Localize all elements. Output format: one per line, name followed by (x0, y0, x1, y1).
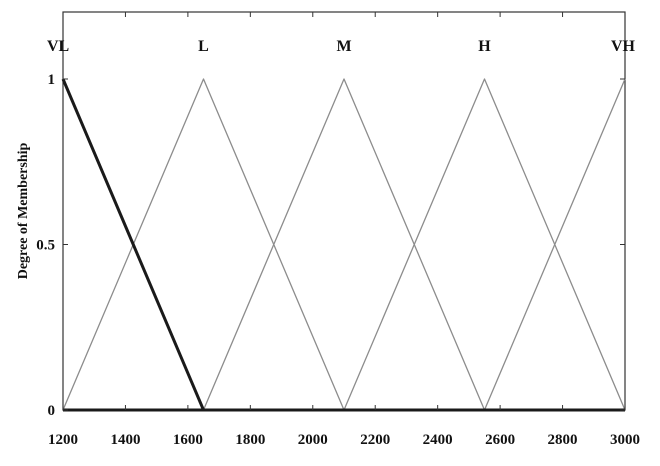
x-tick-label: 2400 (423, 432, 453, 448)
membership-label-l: L (198, 38, 209, 55)
x-tick-label: 2600 (485, 432, 515, 448)
series-line-vh (483, 78, 626, 411)
series-line-h (343, 78, 626, 411)
series-line-vl (61, 78, 205, 411)
x-tick-label: 1200 (48, 432, 78, 448)
x-tick-label: 2800 (548, 432, 578, 448)
y-axis: 00.51 (36, 72, 625, 419)
x-tick-label: 2000 (298, 432, 328, 448)
series-line-m (202, 78, 486, 411)
x-axis: 1200 1400 1600 1800 2000 2200 2400 2600 2800 3000 (48, 12, 640, 448)
series-layer (61, 78, 626, 411)
membership-label-m: M (336, 38, 351, 55)
x-tick-label: 1400 (110, 432, 140, 448)
membership-label-h: H (478, 38, 491, 55)
y-tick-label: 0 (48, 403, 56, 419)
membership-labels: VL L M H VH (47, 38, 636, 55)
y-tick-label: 0.5 (36, 238, 55, 254)
membership-label-vh: VH (611, 38, 636, 55)
y-axis-title: Degree of Membership (16, 142, 31, 279)
x-tick-label: 3000 (610, 432, 640, 448)
x-tick-label: 2200 (360, 432, 390, 448)
series-line-l (62, 78, 345, 411)
y-tick-label: 1 (48, 72, 56, 88)
membership-label-vl: VL (47, 38, 69, 55)
x-tick-label: 1800 (235, 432, 265, 448)
x-tick-label: 1600 (173, 432, 203, 448)
